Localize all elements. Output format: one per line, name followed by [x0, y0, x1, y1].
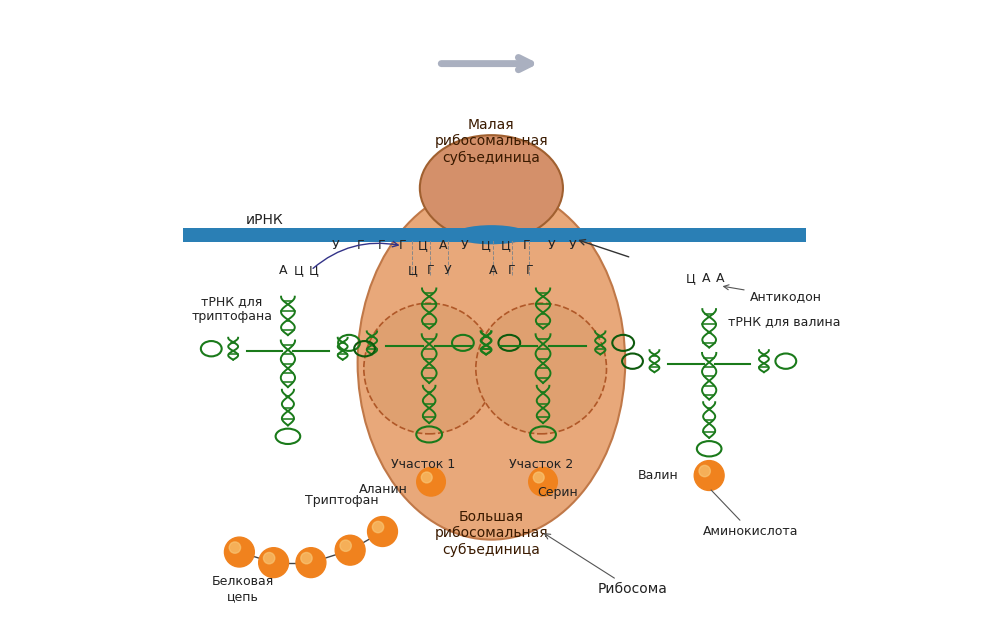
Ellipse shape: [358, 185, 625, 539]
Text: Аланин: Аланин: [359, 483, 407, 496]
Text: Г: Г: [523, 239, 531, 252]
Text: Г: Г: [525, 264, 533, 278]
Text: Ц: Ц: [500, 239, 510, 252]
Circle shape: [296, 548, 326, 578]
Text: У: У: [569, 239, 576, 252]
Ellipse shape: [364, 303, 494, 434]
Circle shape: [263, 552, 275, 564]
Circle shape: [529, 468, 558, 496]
Text: А: А: [489, 264, 497, 278]
Ellipse shape: [476, 303, 606, 434]
Circle shape: [368, 517, 398, 546]
Text: Г: Г: [399, 239, 406, 252]
Text: Г: Г: [426, 264, 434, 278]
Text: Валин: Валин: [637, 469, 678, 482]
Text: Аминокислота: Аминокислота: [703, 490, 798, 538]
Text: А: А: [279, 264, 287, 277]
Circle shape: [340, 540, 351, 551]
Text: У: У: [332, 239, 339, 252]
Circle shape: [335, 535, 365, 565]
Text: Ц: Ц: [310, 264, 318, 277]
Text: иРНК: иРНК: [245, 213, 283, 228]
Bar: [183, 228, 806, 242]
Text: Ц: Ц: [481, 239, 490, 252]
Circle shape: [421, 472, 432, 483]
Text: Г: Г: [378, 239, 385, 252]
Text: Малая
рибосомальная
субъединица: Малая рибосомальная субъединица: [434, 118, 548, 165]
Text: Ц: Ц: [685, 272, 695, 285]
Circle shape: [699, 466, 710, 477]
Circle shape: [533, 472, 544, 483]
Text: А: А: [702, 272, 710, 285]
Text: Антикодон: Антикодон: [724, 285, 822, 304]
Circle shape: [301, 552, 313, 564]
Text: Триптофан: Триптофан: [306, 494, 379, 507]
Text: Участок 2: Участок 2: [509, 459, 574, 471]
Circle shape: [416, 468, 445, 496]
Circle shape: [372, 521, 384, 532]
Text: Белковая
цепь: Белковая цепь: [212, 576, 274, 603]
Text: тРНК для
триптофана: тРНК для триптофана: [192, 296, 272, 323]
Text: Ц: Ц: [407, 264, 417, 278]
Ellipse shape: [454, 225, 529, 244]
Text: Ц: Ц: [418, 239, 428, 252]
Text: Серин: Серин: [537, 486, 578, 499]
Text: Участок 1: Участок 1: [391, 459, 455, 471]
Ellipse shape: [442, 219, 541, 244]
Circle shape: [225, 537, 254, 567]
Text: тРНК для валина: тРНК для валина: [728, 316, 841, 328]
Text: У: У: [444, 264, 452, 278]
Text: Г: Г: [508, 264, 515, 278]
Text: Рибосома: Рибосома: [545, 534, 667, 596]
Text: Ц: Ц: [294, 264, 304, 277]
Circle shape: [259, 548, 289, 578]
Circle shape: [229, 542, 240, 553]
Text: А: А: [439, 239, 448, 252]
Text: А: А: [715, 272, 724, 285]
Text: У: У: [548, 239, 556, 252]
Circle shape: [694, 461, 724, 491]
Ellipse shape: [420, 135, 563, 241]
Text: Г: Г: [357, 239, 365, 252]
Text: У: У: [461, 239, 469, 252]
Text: Большая
рибосомальная
субъединица: Большая рибосомальная субъединица: [434, 510, 548, 557]
